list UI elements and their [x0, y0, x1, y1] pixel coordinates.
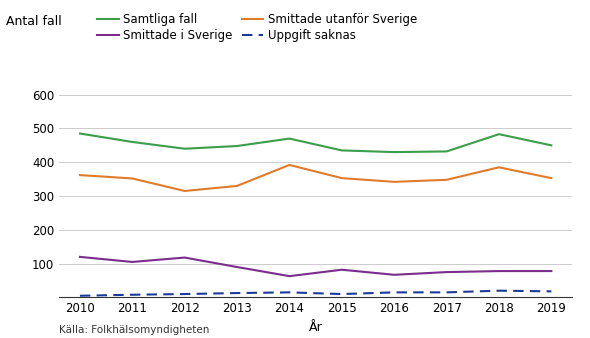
- Text: Källa: Folkhälsomyndigheten: Källa: Folkhälsomyndigheten: [59, 324, 209, 335]
- X-axis label: År: År: [309, 321, 323, 334]
- Text: Antal fall: Antal fall: [6, 15, 61, 28]
- Legend: Samtliga fall, Smittade i Sverige, Smittade utanför Sverige, Uppgift saknas: Samtliga fall, Smittade i Sverige, Smitt…: [97, 13, 417, 42]
